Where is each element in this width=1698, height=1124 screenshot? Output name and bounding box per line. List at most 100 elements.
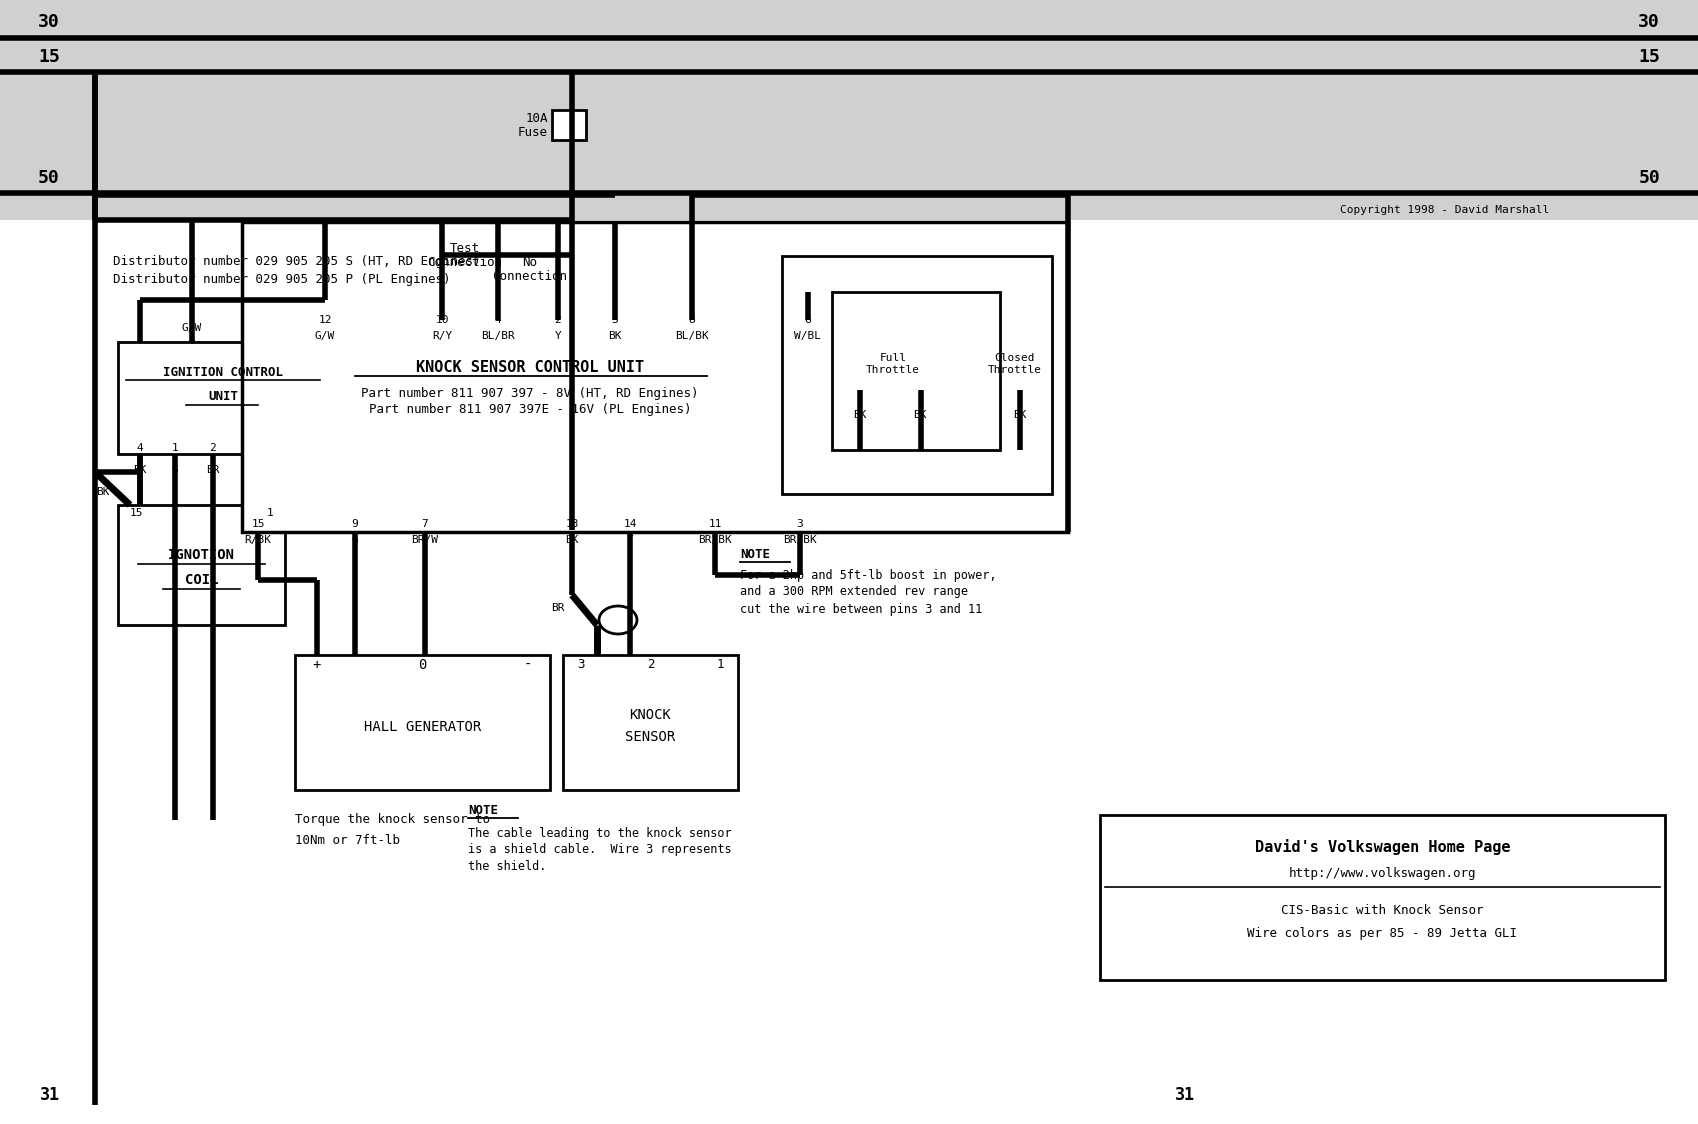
Text: 15: 15 <box>251 519 265 529</box>
Text: Torque the knock sensor to: Torque the knock sensor to <box>295 814 491 826</box>
Text: Part number 811 907 397 - 8V (HT, RD Engines): Part number 811 907 397 - 8V (HT, RD Eng… <box>362 387 700 399</box>
Text: COIL: COIL <box>185 573 219 587</box>
Text: BK: BK <box>1014 410 1027 420</box>
Text: W/BL: W/BL <box>795 330 822 341</box>
Text: UNIT: UNIT <box>207 390 238 404</box>
Bar <box>0 220 1698 1124</box>
Text: 14: 14 <box>623 519 637 529</box>
Text: NOTE: NOTE <box>740 547 769 561</box>
Text: Y: Y <box>627 535 633 545</box>
Text: 6: 6 <box>188 336 195 346</box>
Text: 30: 30 <box>1639 13 1661 31</box>
Text: HALL GENERATOR: HALL GENERATOR <box>363 720 481 734</box>
Text: -: - <box>523 658 531 672</box>
Text: 1: 1 <box>171 443 178 453</box>
Text: 7: 7 <box>421 519 428 529</box>
Text: 3: 3 <box>577 659 584 671</box>
Text: IGNOTION: IGNOTION <box>168 549 234 562</box>
Text: 5: 5 <box>611 315 618 325</box>
Bar <box>0 0 1698 220</box>
Text: For a 2hp and 5ft-lb boost in power,: For a 2hp and 5ft-lb boost in power, <box>740 569 997 581</box>
Text: 9: 9 <box>351 519 358 529</box>
Text: KNOCK: KNOCK <box>630 708 671 722</box>
Text: 31: 31 <box>1175 1086 1195 1104</box>
Text: Distributor number 029 905 205 S (HT, RD Engines): Distributor number 029 905 205 S (HT, RD… <box>114 255 481 269</box>
Text: and a 300 RPM extended rev range: and a 300 RPM extended rev range <box>740 586 968 598</box>
Text: Throttle: Throttle <box>988 365 1043 375</box>
Text: KNOCK SENSOR CONTROL UNIT: KNOCK SENSOR CONTROL UNIT <box>416 361 644 375</box>
Text: Y: Y <box>555 330 562 341</box>
Text: R/Y: R/Y <box>431 330 452 341</box>
Text: Test: Test <box>450 242 481 254</box>
Text: BK: BK <box>97 487 110 497</box>
Text: G/W: G/W <box>182 323 202 333</box>
Text: 3: 3 <box>796 519 803 529</box>
Text: The cable leading to the knock sensor: The cable leading to the knock sensor <box>469 826 732 840</box>
Text: 10: 10 <box>435 315 448 325</box>
Text: 10Nm or 7ft-lb: 10Nm or 7ft-lb <box>295 834 401 846</box>
Text: 2: 2 <box>647 659 654 671</box>
Text: NOTE: NOTE <box>469 804 498 816</box>
Bar <box>783 256 1053 495</box>
Text: 10A: 10A <box>525 111 548 125</box>
Text: Full: Full <box>880 353 907 363</box>
Text: the shield.: the shield. <box>469 861 547 873</box>
Text: G/W: G/W <box>314 330 335 341</box>
Bar <box>832 292 1000 450</box>
Text: 11: 11 <box>708 519 722 529</box>
Text: G: G <box>351 535 358 545</box>
Text: Distributor number 029 905 205 P (PL Engines): Distributor number 029 905 205 P (PL Eng… <box>114 273 450 287</box>
Text: 4: 4 <box>494 315 501 325</box>
Text: SENSOR: SENSOR <box>625 729 676 744</box>
Bar <box>564 655 739 790</box>
Bar <box>243 223 1068 532</box>
Text: BK: BK <box>132 465 146 475</box>
Text: Closed: Closed <box>995 353 1036 363</box>
Text: IGNITION CONTROL: IGNITION CONTROL <box>163 365 284 379</box>
Text: BK: BK <box>608 330 621 341</box>
Text: 2: 2 <box>209 443 216 453</box>
Text: BR: BR <box>205 465 219 475</box>
Bar <box>1100 815 1666 980</box>
Text: http://www.volkswagen.org: http://www.volkswagen.org <box>1289 867 1476 879</box>
Text: 13: 13 <box>565 519 579 529</box>
Text: 4: 4 <box>136 443 143 453</box>
Text: 50: 50 <box>1639 169 1661 187</box>
Text: BL/BR: BL/BR <box>481 330 514 341</box>
Text: Fuse: Fuse <box>518 126 548 138</box>
Text: 0: 0 <box>418 658 426 672</box>
Text: Connection: Connection <box>428 255 503 269</box>
Text: 6: 6 <box>805 315 812 325</box>
Text: 15: 15 <box>37 48 59 66</box>
Text: 30: 30 <box>37 13 59 31</box>
Text: BR: BR <box>552 602 565 613</box>
Text: No: No <box>523 255 538 269</box>
Text: 1: 1 <box>717 659 723 671</box>
Bar <box>295 655 550 790</box>
Text: 50: 50 <box>37 169 59 187</box>
Text: is a shield cable.  Wire 3 represents: is a shield cable. Wire 3 represents <box>469 843 732 856</box>
Text: 31: 31 <box>41 1086 59 1104</box>
Text: BK: BK <box>565 535 579 545</box>
Text: 8: 8 <box>689 315 696 325</box>
Text: Connection: Connection <box>492 270 567 282</box>
Text: BK: BK <box>914 410 927 420</box>
Text: BR/BK: BR/BK <box>783 535 817 545</box>
Text: BR/BK: BR/BK <box>698 535 732 545</box>
Text: CIS-Basic with Knock Sensor: CIS-Basic with Knock Sensor <box>1282 904 1484 916</box>
Text: BK: BK <box>854 410 866 420</box>
Text: David's Volkswagen Home Page: David's Volkswagen Home Page <box>1255 839 1510 855</box>
Text: +: + <box>312 658 321 672</box>
Text: G: G <box>171 465 178 475</box>
Bar <box>552 110 586 140</box>
Text: BR/W: BR/W <box>411 535 438 545</box>
Bar <box>117 505 285 625</box>
Text: Part number 811 907 397E - 16V (PL Engines): Part number 811 907 397E - 16V (PL Engin… <box>368 404 691 417</box>
Text: 15: 15 <box>131 508 144 518</box>
Text: Copyright 1998 - David Marshall: Copyright 1998 - David Marshall <box>1340 205 1549 215</box>
Text: cut the wire between pins 3 and 11: cut the wire between pins 3 and 11 <box>740 602 981 616</box>
Text: R/BK: R/BK <box>245 535 272 545</box>
Text: 12: 12 <box>318 315 331 325</box>
Text: BL/BK: BL/BK <box>676 330 708 341</box>
Text: 1: 1 <box>267 508 273 518</box>
